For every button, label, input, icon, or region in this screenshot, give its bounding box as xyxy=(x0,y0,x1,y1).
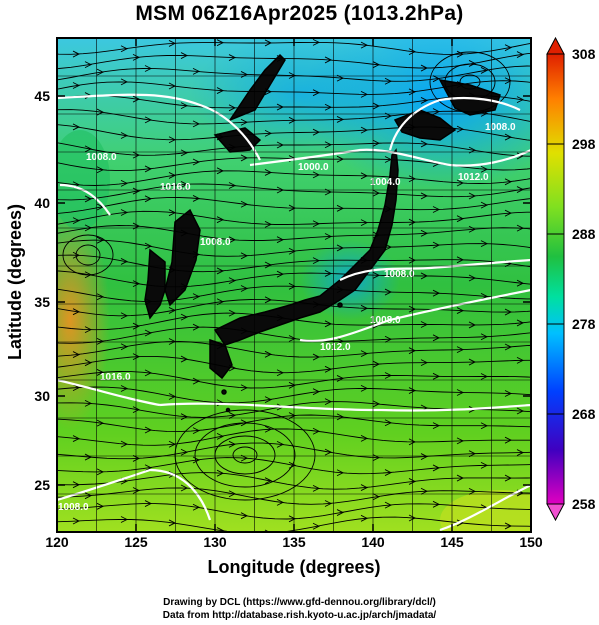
x-tick-label: 120 xyxy=(45,534,69,550)
colorbar-tick-label: 298 xyxy=(572,136,596,152)
x-tick-label: 140 xyxy=(361,534,385,550)
contour-label: 1008.0 xyxy=(485,122,516,133)
colorbar-min-arrow xyxy=(546,503,565,522)
y-axis-label: Latitude (degrees) xyxy=(5,203,25,361)
y-tick-label: 35 xyxy=(34,294,50,310)
contour-label: 1016.0 xyxy=(100,372,131,383)
contour-label: 1000.0 xyxy=(298,162,329,173)
contour-label: 1012.0 xyxy=(458,172,489,183)
colorbar-tick-label: 288 xyxy=(572,226,596,242)
x-tick-label: 135 xyxy=(282,534,306,550)
y-tick-label: 25 xyxy=(34,477,50,493)
contour-label: 1004.0 xyxy=(370,177,401,188)
contour-label: 1008.0 xyxy=(86,152,117,163)
axis-ticks xyxy=(56,38,532,532)
x-tick-label: 125 xyxy=(124,534,148,550)
contour-label: 1008.0 xyxy=(58,502,89,513)
contour-label: 1008.0 xyxy=(384,269,415,280)
credit-line-1: Drawing by DCL (https://www.gfd-dennou.o… xyxy=(163,597,436,608)
x-axis-label: Longitude (degrees) xyxy=(207,557,381,577)
colorbar-max-arrow xyxy=(546,36,565,55)
contour-label: 1008.0 xyxy=(200,237,231,248)
colorbar xyxy=(546,36,565,522)
y-tick-label: 30 xyxy=(34,388,50,404)
colorbar-tick-label: 308 xyxy=(572,46,596,62)
graticule xyxy=(57,38,531,532)
cyclone-swirls xyxy=(62,51,511,501)
colorbar-tick-label: 258 xyxy=(572,496,596,512)
isobar-contours xyxy=(57,93,531,532)
y-tick-label: 40 xyxy=(34,195,50,211)
chart-title: MSM 06Z16Apr2025 (1013.2hPa) xyxy=(135,2,464,25)
x-tick-label: 150 xyxy=(519,534,543,550)
credit-line-2: Data from http://database.rish.kyoto-u.a… xyxy=(162,610,437,621)
x-tick-label: 145 xyxy=(440,534,464,550)
colorbar-tick-label: 278 xyxy=(572,316,596,332)
contour-label: 1008.0 xyxy=(370,315,401,326)
x-tick-label: 130 xyxy=(203,534,227,550)
contour-label: 1012.0 xyxy=(320,342,351,353)
y-tick-label: 45 xyxy=(34,88,50,104)
colorbar-tick-label: 268 xyxy=(572,406,596,422)
